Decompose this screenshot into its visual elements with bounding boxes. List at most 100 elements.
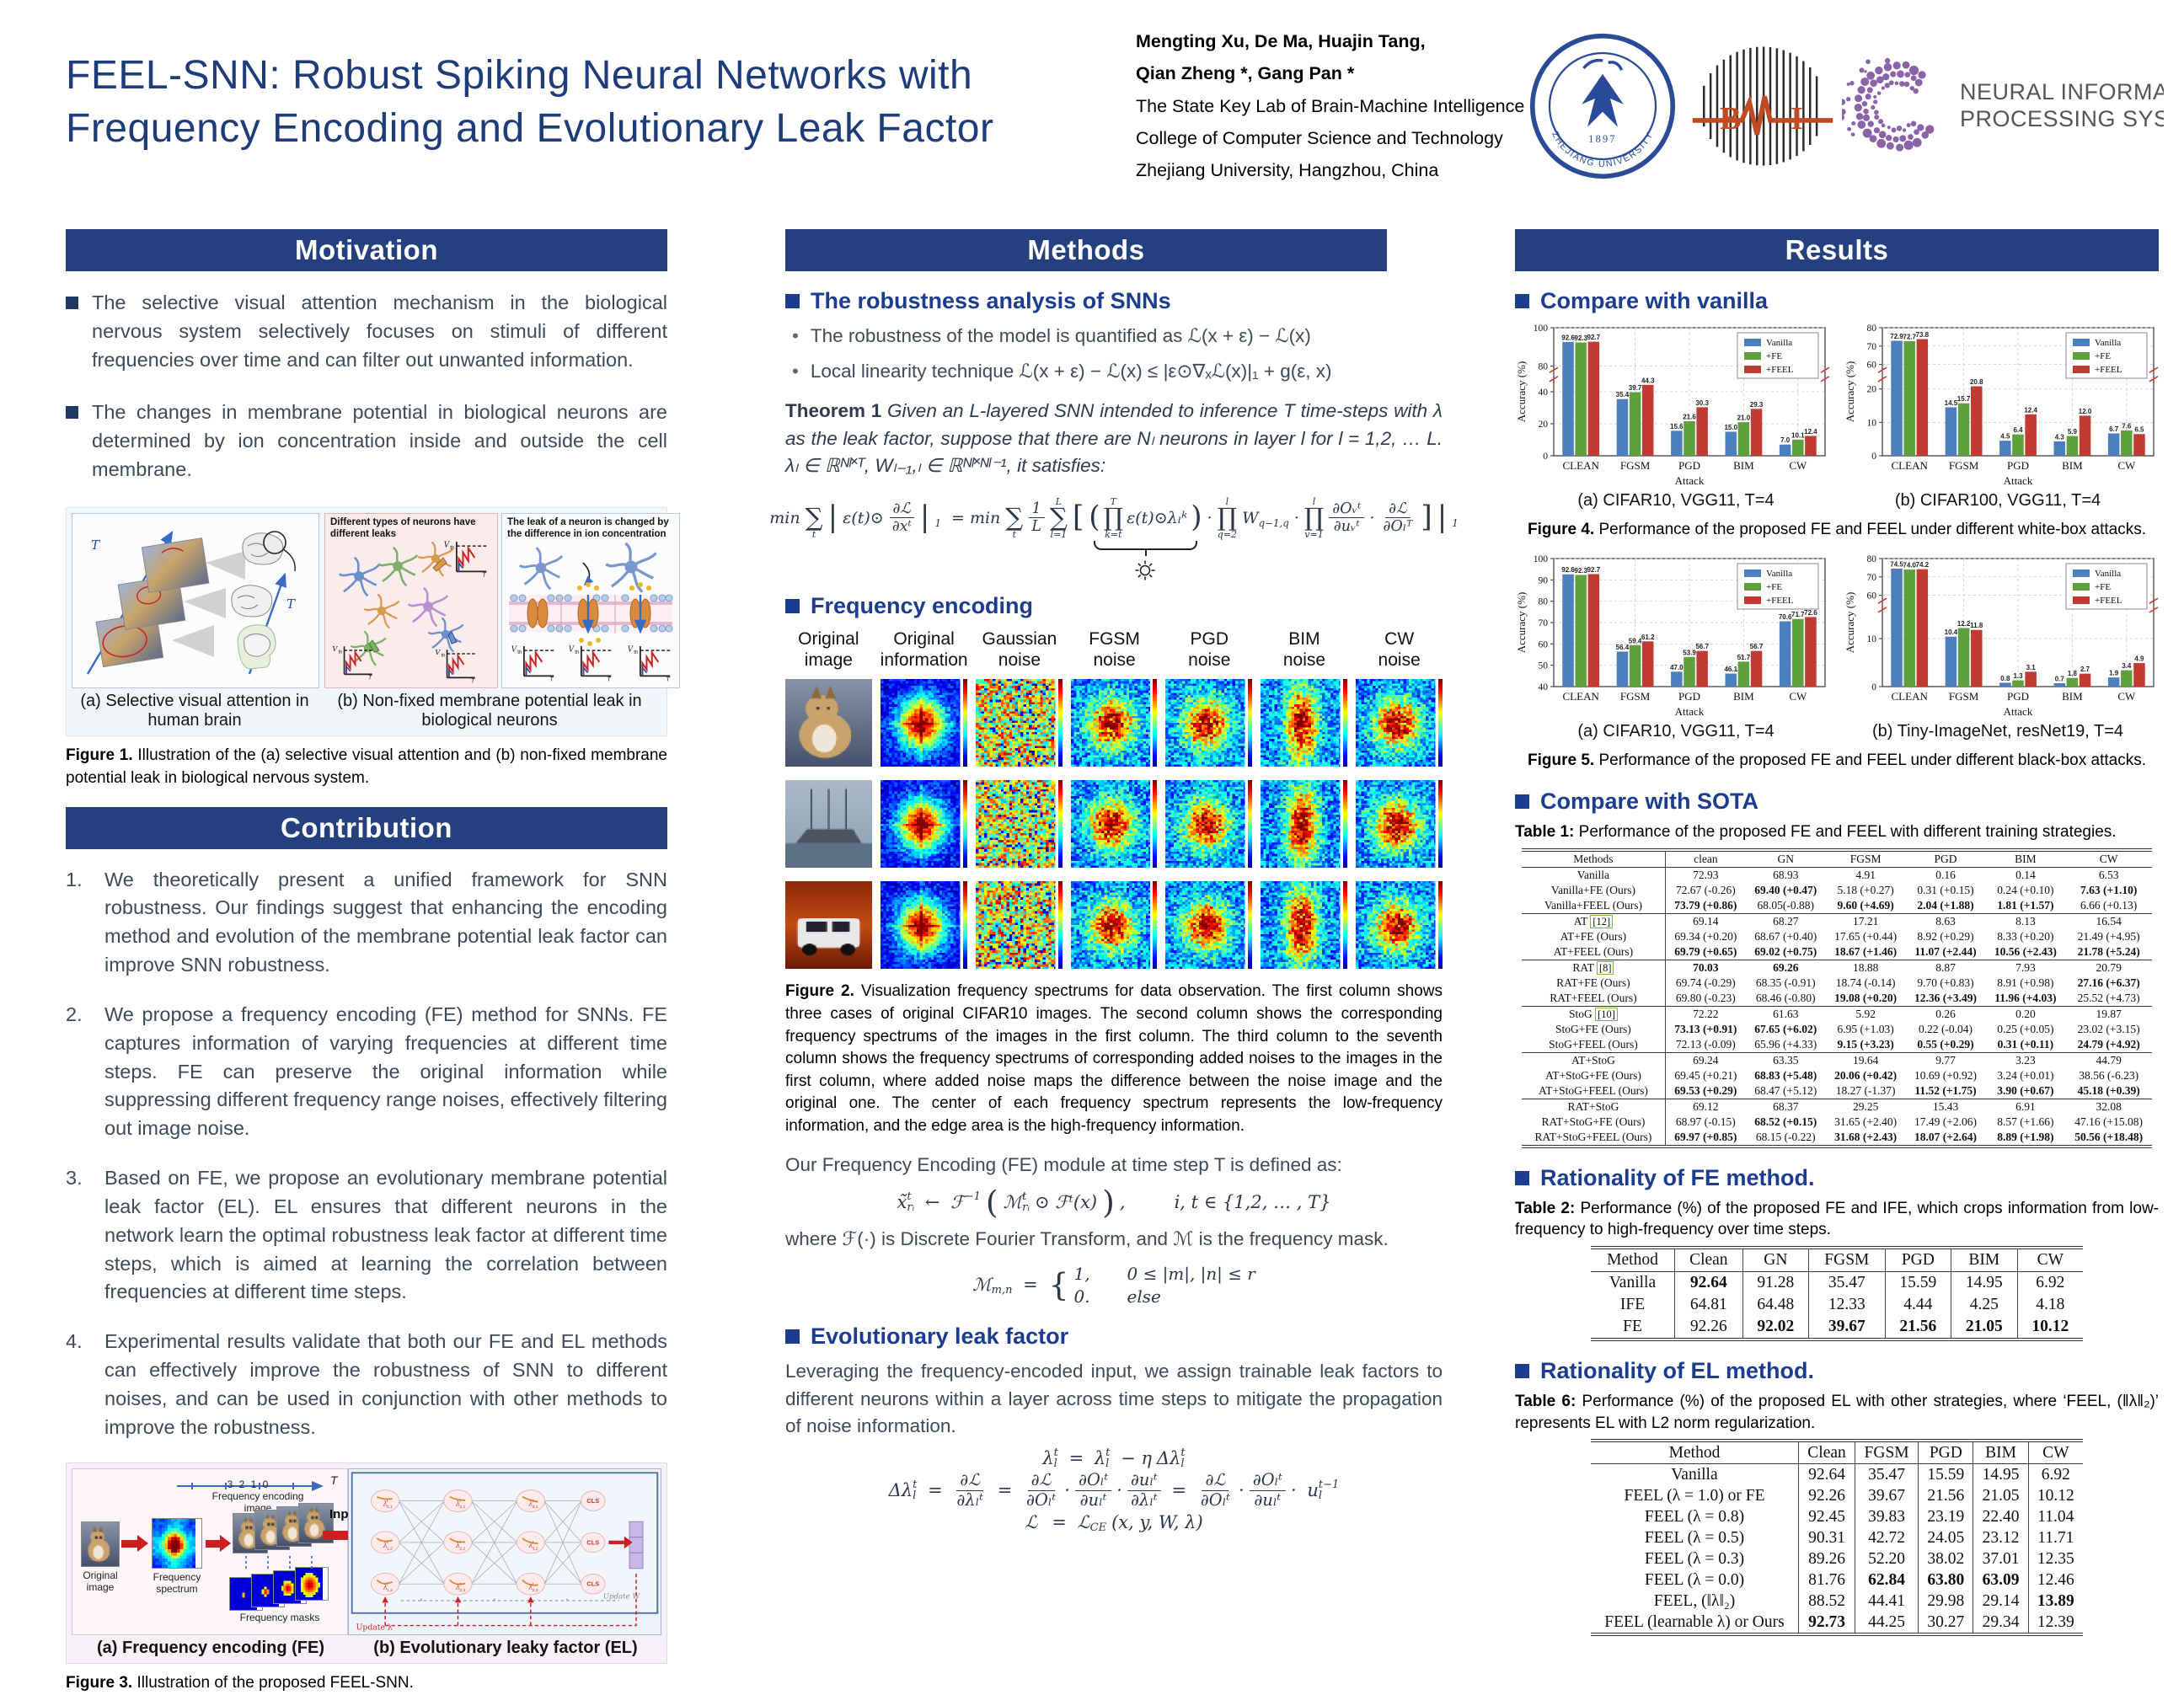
neurons-illustration: V th T [331, 540, 489, 685]
bar-+FE-FGSM [1957, 403, 1970, 456]
value-cell: 68.93 [1773, 868, 1799, 881]
value-cell: 92.02 [1742, 1316, 1809, 1339]
bar-+FE-CLEAN [1903, 569, 1915, 687]
theorem-1-text: Given an L-layered SNN intended to infer… [785, 400, 1443, 477]
citation-ref: [8] [1597, 960, 1614, 975]
value-cell: 29.14 [1973, 1591, 2029, 1612]
svg-text:PGD: PGD [2007, 690, 2029, 703]
svg-text:+FEEL: +FEEL [1766, 365, 1794, 375]
bar-+FE-CLEAN [1575, 575, 1587, 687]
value-cell: 44.41 [1854, 1591, 1919, 1612]
table-header-cell: Clean [1674, 1249, 1743, 1273]
value-cell: 4.44 [1884, 1294, 1951, 1317]
value-cell: 0.16 [1935, 868, 1956, 881]
svg-text:56.7: 56.7 [1695, 643, 1709, 650]
svg-text:2,3: 2,3 [459, 1588, 465, 1593]
svg-text:2.7: 2.7 [2080, 666, 2090, 673]
svg-text:2,1: 2,1 [459, 1505, 465, 1511]
svg-text:70: 70 [1867, 572, 1877, 582]
svg-text:6.7: 6.7 [2109, 425, 2119, 433]
figure2-cell-bim [1261, 881, 1348, 970]
bar-+FE-BIM [1737, 660, 1750, 687]
square-bullet-icon [1515, 1170, 1529, 1185]
figure2-cell-atk [1165, 679, 1253, 767]
neurips-text-2: PROCESSING SYSTEMS [1960, 106, 2164, 131]
bar-Vanilla-PGD [1671, 671, 1683, 687]
table-row: StoG+FEEL (Ours) 72.13 (-0.09) 65.96 (+4.3… [1522, 1036, 2152, 1053]
value-cell: 89.26 [1798, 1548, 1855, 1570]
table1-caption-text: Performance of the proposed FE and FEEL … [1574, 823, 2117, 842]
svg-text:92.6: 92.6 [1561, 566, 1575, 574]
svg-text:50: 50 [1539, 660, 1549, 671]
figure3-frequency-spectrum [152, 1518, 202, 1569]
figure-1: T T [66, 507, 680, 737]
svg-text:10: 10 [1867, 634, 1877, 644]
figure2-col-header: Original image [798, 628, 859, 670]
table-row: FEEL, (‖λ‖₂) 88.52 44.41 29.98 29.14 13.89 [1591, 1591, 2083, 1612]
svg-text:70: 70 [1867, 342, 1877, 352]
figure2-cell-spec [880, 881, 967, 970]
svg-text:+FEEL: +FEEL [2095, 596, 2122, 606]
affiliation-1: The State Key Lab of Brain-Machine Intel… [1136, 95, 1525, 116]
value-cell: 23.12 [1973, 1527, 2029, 1549]
contribution-item-2-text: We propose a frequency encoding (FE) met… [104, 1003, 667, 1140]
figure2-cell-gauss [975, 780, 1063, 869]
rationality-el-heading: Rationality of EL method. [1540, 1358, 1815, 1384]
svg-text:Attack: Attack [1675, 474, 1705, 487]
value-cell: 72.67 (-0.26) [1664, 882, 1746, 898]
value-cell: 92.26 [1674, 1316, 1743, 1339]
svg-text:35.4: 35.4 [1616, 391, 1630, 398]
bar-+FE-FGSM [1957, 628, 1970, 687]
value-cell: 8.57 (+1.66) [1997, 1115, 2054, 1128]
figure2-cell-spec [880, 679, 967, 767]
figure2-col-header: BIM noise [1282, 628, 1326, 670]
value-cell: 6.91 [1985, 1098, 2066, 1115]
method-cell: FEEL, (‖λ‖₂) [1653, 1591, 1736, 1610]
page-title: FEEL-SNN: Robust Spiking Neural Networks… [66, 49, 993, 156]
svg-text:4.3: 4.3 [2055, 433, 2065, 441]
svg-text:10: 10 [1867, 418, 1877, 428]
el-loss-formula: ℒ = ℒ CE (x, y, W, λ) [1025, 1512, 1203, 1535]
affiliation-3: Zhejiang University, Hangzhou, China [1136, 160, 1439, 181]
value-cell: 8.63 [1905, 912, 1986, 929]
method-cell: RAT [8] [1522, 959, 1666, 976]
svg-text:CW: CW [2117, 459, 2136, 472]
svg-text:Vanilla: Vanilla [1766, 569, 1792, 579]
figure1-caption: Figure 1. Illustration of the (a) select… [66, 745, 667, 789]
value-cell: 39.67 [1808, 1316, 1886, 1339]
figure4-caption-label: Figure 4. [1528, 521, 1595, 538]
results-title: Results [1785, 234, 1889, 265]
bar-Vanilla-PGD [1999, 682, 2011, 687]
method-cell: FEEL (λ = 0.8) [1644, 1507, 1745, 1526]
svg-text:CW: CW [1789, 690, 1807, 703]
motivation-bullet-1-text: The selective visual attention mechanism… [92, 291, 667, 372]
value-cell: 69.26 [1745, 959, 1826, 976]
method-cell: AT+FE (Ours) [1560, 929, 1627, 943]
brain-icon [231, 585, 273, 618]
column-middle: Methods The robustness analysis of SNNs … [769, 229, 1459, 1535]
value-cell: 20.06 (+0.42) [1834, 1068, 1898, 1082]
svg-text:20: 20 [1539, 420, 1549, 430]
figure3-original-label: Original image [83, 1569, 118, 1593]
authors-line-2: Qian Zheng *, Gang Pan * [1136, 63, 1355, 84]
value-cell: 4.25 [1951, 1294, 2018, 1317]
svg-text:15.7: 15.7 [1957, 395, 1971, 403]
table-1: Table 1: Performance of the proposed FE … [1515, 821, 2159, 1148]
method-cell: AT+FEEL (Ours) [1553, 944, 1634, 958]
table-row: Vanilla 72.93 68.93 4.91 0.16 0.14 6.53 [1522, 867, 2152, 883]
svg-text:10.1: 10.1 [1791, 431, 1805, 439]
method-cell: FEEL (λ = 0.0) [1644, 1570, 1745, 1589]
svg-text:BIM: BIM [1733, 459, 1754, 472]
value-cell: 19.08 (+0.20) [1834, 991, 1898, 1004]
table-row: AT [12] 69.14 68.27 17.21 8.63 8.13 16.54 [1522, 912, 2152, 929]
table-6: Table 6: Performance (%) of the proposed… [1515, 1391, 2159, 1637]
value-cell: 0.24 (+0.10) [1997, 883, 2054, 896]
value-cell: 3.23 [1985, 1051, 2066, 1068]
table-row: AT+FE (Ours) 69.34 (+0.20) 68.67 (+0.40) 17… [1522, 928, 2152, 944]
value-cell: 0.14 [2015, 868, 2036, 881]
svg-text:61.2: 61.2 [1641, 633, 1655, 640]
table-row: FEEL (learnable λ) or Ours 92.73 44.25 30.2… [1591, 1612, 2083, 1634]
frequency-mask [295, 1567, 329, 1601]
value-cell: 69.97 (+0.85) [1664, 1129, 1746, 1146]
svg-text:FGSM: FGSM [1949, 459, 1979, 472]
